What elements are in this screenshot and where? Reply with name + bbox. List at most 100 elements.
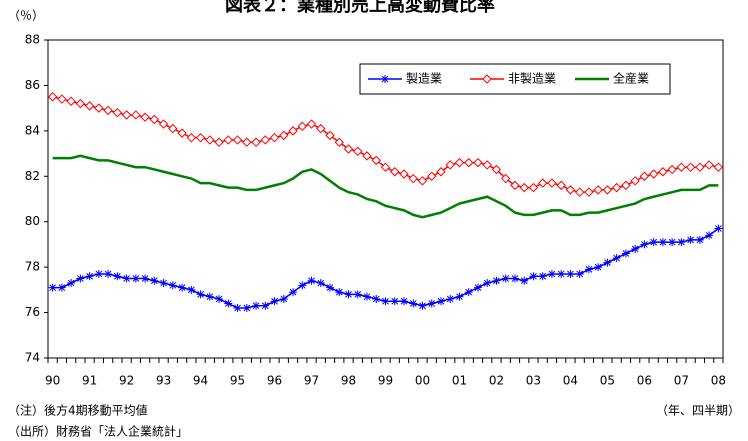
marker: [186, 132, 197, 143]
marker: [297, 121, 307, 132]
marker: [335, 288, 344, 297]
marker: [446, 294, 455, 303]
plot-area: [47, 39, 724, 359]
marker: [131, 274, 140, 283]
marker: [667, 164, 677, 175]
marker: [269, 132, 280, 143]
marker: [621, 180, 631, 191]
marker: [178, 283, 187, 292]
marker: [214, 137, 224, 147]
marker: [639, 171, 650, 181]
marker: [113, 272, 122, 281]
marker: [510, 274, 519, 283]
x-tick-label: 03: [526, 374, 541, 388]
marker: [501, 274, 510, 283]
marker: [695, 162, 705, 172]
marker: [94, 103, 104, 113]
marker: [84, 101, 95, 111]
marker: [85, 272, 94, 281]
marker: [713, 162, 724, 172]
x-tick-label: 01: [452, 374, 467, 388]
marker: [104, 269, 113, 278]
marker: [289, 288, 298, 297]
marker: [47, 92, 58, 102]
marker: [455, 292, 464, 301]
marker: [557, 269, 566, 278]
x-tick-label: 97: [304, 374, 319, 388]
marker: [705, 231, 714, 240]
marker: [427, 299, 436, 308]
marker: [408, 173, 418, 184]
marker: [122, 274, 131, 283]
marker: [390, 167, 400, 177]
marker: [57, 283, 66, 292]
marker: [326, 283, 335, 292]
marker: [362, 151, 372, 161]
x-tick-label: 99: [378, 374, 393, 388]
legend-label: 非製造業: [508, 72, 556, 86]
marker: [417, 176, 428, 186]
marker: [418, 301, 427, 310]
marker: [159, 279, 168, 288]
marker: [630, 176, 640, 186]
y-tick-label: 86: [25, 78, 40, 92]
marker: [492, 276, 501, 285]
marker: [427, 171, 437, 181]
marker: [48, 283, 57, 292]
marker: [242, 304, 251, 313]
marker: [363, 292, 372, 301]
marker: [141, 274, 150, 283]
marker: [464, 288, 473, 297]
marker: [261, 301, 270, 310]
marker: [270, 297, 279, 306]
marker: [158, 119, 169, 129]
marker: [223, 135, 234, 145]
marker: [103, 105, 113, 116]
marker: [584, 265, 593, 274]
marker: [473, 157, 483, 168]
marker: [316, 279, 325, 288]
marker: [538, 272, 547, 281]
marker: [325, 130, 335, 141]
marker: [353, 146, 363, 157]
marker: [649, 238, 658, 247]
marker: [547, 178, 557, 188]
marker: [195, 132, 206, 143]
legend-marker: [482, 74, 492, 84]
marker: [473, 283, 482, 292]
marker: [94, 269, 103, 278]
marker: [528, 182, 539, 193]
marker: [668, 238, 677, 247]
x-tick-label: 98: [341, 374, 356, 388]
marker: [686, 235, 695, 244]
marker: [409, 299, 418, 308]
marker: [233, 304, 242, 313]
marker: [677, 238, 686, 247]
marker: [205, 135, 215, 145]
marker: [454, 157, 465, 168]
marker: [436, 167, 446, 177]
marker: [483, 279, 492, 288]
marker: [566, 269, 575, 278]
series-line: [52, 227, 719, 309]
marker: [334, 137, 344, 147]
marker: [621, 249, 630, 258]
marker: [149, 114, 160, 125]
marker: [519, 182, 529, 193]
marker: [215, 294, 224, 303]
x-tick-label: 90: [45, 374, 60, 388]
marker: [279, 294, 288, 303]
x-tick-label: 02: [489, 374, 504, 388]
marker: [602, 185, 613, 195]
marker: [57, 94, 67, 104]
marker: [121, 110, 132, 120]
legend-label: 製造業: [406, 72, 442, 86]
y-tick-label: 80: [25, 214, 40, 228]
marker: [372, 294, 381, 303]
marker: [547, 269, 556, 278]
chart-title: 図表２：業種別売上高変動費比率: [225, 0, 495, 16]
legend-box: [359, 63, 671, 95]
x-tick-label: 91: [82, 374, 97, 388]
marker: [714, 224, 723, 233]
marker: [658, 167, 668, 177]
